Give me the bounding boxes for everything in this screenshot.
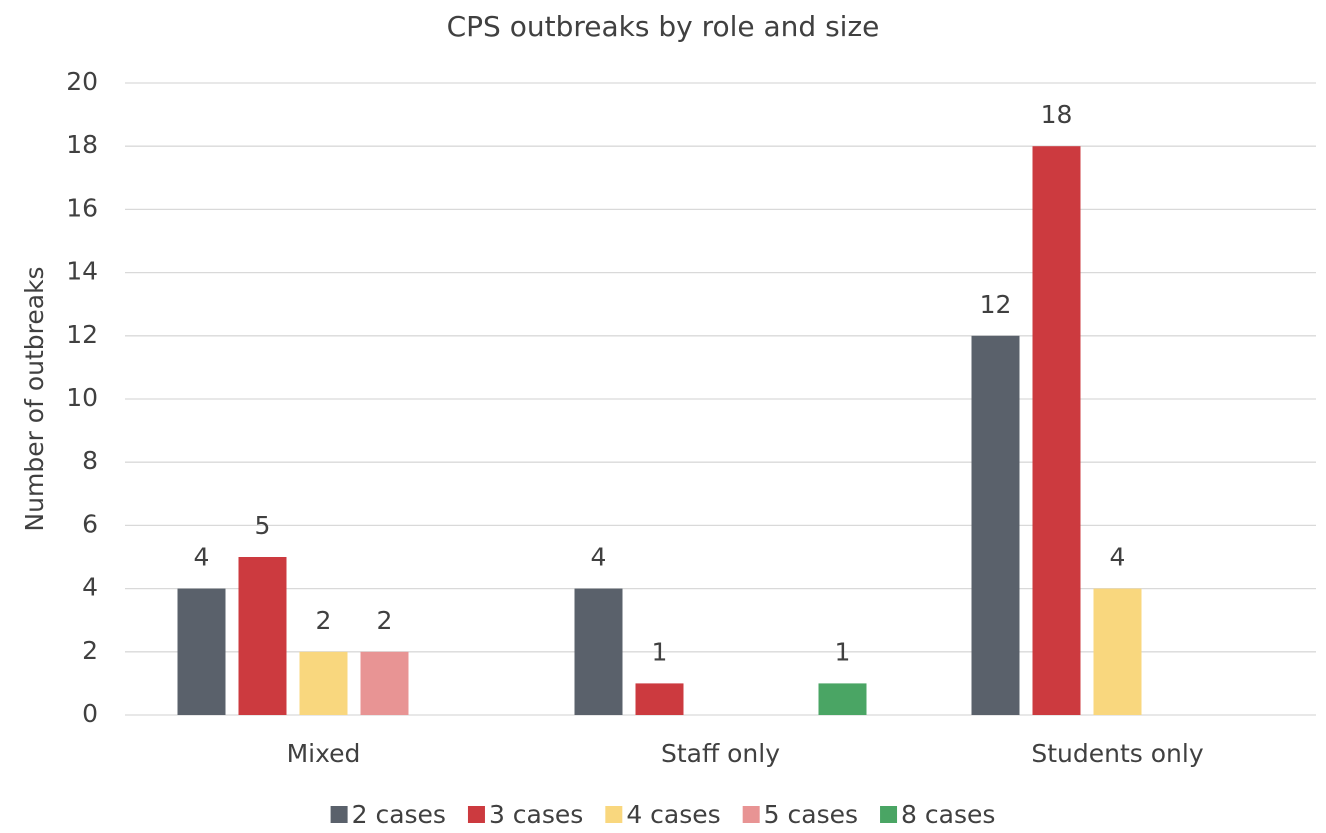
bar: [177, 588, 226, 715]
y-tick-label: 0: [82, 699, 98, 728]
bar: [1032, 146, 1081, 715]
data-label: 4: [1110, 543, 1126, 572]
data-label: 1: [652, 637, 668, 666]
data-label: 2: [316, 606, 332, 635]
x-tick-label: Staff only: [661, 739, 780, 768]
y-tick-label: 6: [82, 509, 98, 538]
y-tick-label: 4: [82, 573, 98, 602]
y-tick-label: 20: [66, 67, 98, 96]
x-tick-label: Mixed: [287, 739, 361, 768]
data-label: 4: [194, 543, 210, 572]
legend-label: 4 cases: [626, 800, 720, 829]
data-label: 1: [835, 637, 851, 666]
bar: [574, 588, 623, 715]
y-tick-label: 2: [82, 636, 98, 665]
legend-swatch: [467, 806, 485, 823]
y-tick-label: 14: [66, 257, 98, 286]
y-tick-label: 18: [66, 130, 98, 159]
legend-label: 8 cases: [901, 800, 995, 829]
data-label: 18: [1041, 100, 1073, 129]
y-tick-label: 16: [66, 193, 98, 222]
legend-label: 5 cases: [764, 800, 858, 829]
y-tick-label: 12: [66, 320, 98, 349]
y-tick-label: 8: [82, 446, 98, 475]
legend-label: 2 cases: [352, 800, 446, 829]
y-axis-label: Number of outbreaks: [20, 266, 49, 531]
bar: [238, 557, 287, 715]
data-label: 12: [980, 290, 1012, 319]
legend-swatch: [880, 806, 898, 823]
data-label: 2: [377, 606, 393, 635]
bar: [1093, 588, 1142, 715]
chart-title: CPS outbreaks by role and size: [447, 10, 880, 43]
legend-swatch: [330, 806, 348, 823]
x-tick-label: Students only: [1031, 739, 1203, 768]
data-label: 5: [255, 511, 271, 540]
bar: [360, 651, 409, 715]
legend-swatch: [605, 806, 623, 823]
data-label: 4: [591, 543, 607, 572]
legend-label: 3 cases: [489, 800, 583, 829]
bar: [635, 683, 684, 715]
bar: [818, 683, 867, 715]
bar: [299, 651, 348, 715]
legend-swatch: [742, 806, 760, 823]
y-tick-label: 10: [66, 383, 98, 412]
bar: [971, 335, 1020, 715]
